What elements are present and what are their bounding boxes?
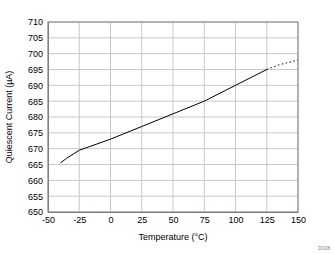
y-tick: 675 [28, 128, 48, 138]
y-tick-label: 670 [28, 144, 43, 154]
y-tick: 690 [28, 81, 48, 91]
x-tick-label: 100 [228, 215, 243, 225]
x-tick-label: -25 [73, 215, 86, 225]
y-tick: 680 [28, 112, 48, 122]
y-tick: 650 [28, 207, 48, 217]
y-tick-label: 710 [28, 17, 43, 27]
x-tick: 75 [200, 212, 210, 225]
chart: -50 -25 0 25 50 75 100 125 150 650 655 660 665 670 675… [0, 0, 334, 254]
y-tick-label: 685 [28, 97, 43, 107]
x-tick: 25 [137, 212, 147, 225]
x-tick: 0 [108, 212, 113, 225]
grid-line-y [48, 37, 298, 38]
grid-line-y [48, 117, 298, 118]
grid-line-y [48, 180, 298, 181]
x-tick: 50 [168, 212, 178, 225]
grid-line-y [48, 101, 298, 102]
x-tick: 125 [260, 212, 275, 225]
y-tick-label: 690 [28, 81, 43, 91]
x-tick: 150 [291, 212, 306, 225]
y-tick-label: 650 [28, 207, 43, 217]
y-tick: 655 [28, 192, 48, 202]
y-tick: 695 [28, 65, 48, 75]
x-tick-label: 75 [200, 215, 210, 225]
annotation: D028 [318, 245, 330, 251]
series-line [267, 60, 298, 70]
x-tick: -25 [73, 212, 86, 225]
grid-line-y [48, 53, 298, 54]
x-tick-label: 125 [260, 215, 275, 225]
y-tick-label: 660 [28, 176, 43, 186]
x-tick-label: 0 [108, 215, 113, 225]
grid-line-y [48, 196, 298, 197]
grid-line-y [48, 69, 298, 70]
y-tick: 670 [28, 144, 48, 154]
grid-line-y [48, 132, 298, 133]
y-axis: 650 655 660 665 670 675 680 685 690 695 700 705 710 [28, 17, 49, 217]
x-tick: 100 [228, 212, 243, 225]
grid [48, 22, 298, 212]
grid-line-y [48, 85, 298, 86]
y-tick: 685 [28, 97, 48, 107]
y-tick-label: 680 [28, 112, 43, 122]
x-axis-title: Temperature (°C) [138, 232, 207, 242]
grid-line-y [48, 164, 298, 165]
y-tick-label: 655 [28, 192, 43, 202]
y-tick-label: 675 [28, 128, 43, 138]
x-tick-label: -50 [42, 215, 55, 225]
y-tick-label: 705 [28, 33, 43, 43]
y-tick: 665 [28, 160, 48, 170]
x-axis: -50 -25 0 25 50 75 100 125 150 [42, 212, 306, 225]
x-tick-label: 25 [137, 215, 147, 225]
y-tick-label: 695 [28, 65, 43, 75]
series-line [61, 70, 267, 163]
plot-frame [48, 22, 298, 212]
y-tick: 660 [28, 176, 48, 186]
y-axis-title: Quiescent Current (µA) [4, 71, 14, 164]
y-tick-label: 700 [28, 49, 43, 59]
series-group [61, 60, 299, 163]
x-tick-label: 150 [291, 215, 306, 225]
y-tick-label: 665 [28, 160, 43, 170]
y-tick: 700 [28, 49, 48, 59]
x-tick-label: 50 [168, 215, 178, 225]
y-tick: 705 [28, 33, 48, 43]
y-tick: 710 [28, 17, 48, 27]
x-tick: -50 [42, 212, 55, 225]
